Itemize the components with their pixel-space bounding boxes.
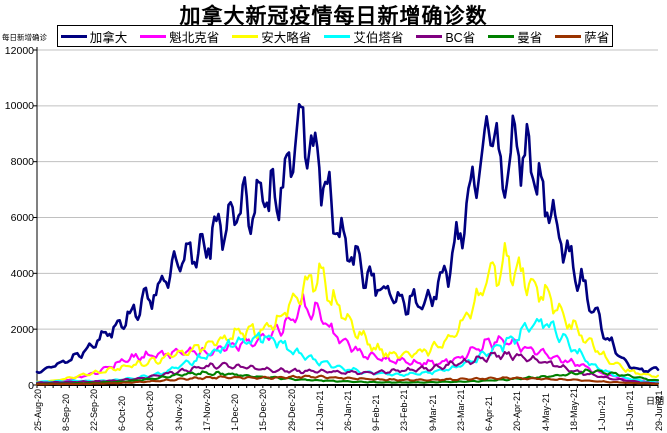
x-tick-label: 22-Sep-20 bbox=[88, 388, 99, 431]
x-tick-label: 18-May-21 bbox=[568, 387, 579, 431]
legend-line-swatch bbox=[488, 34, 515, 38]
x-tick-label: 29-Dec-20 bbox=[286, 388, 297, 431]
y-axis-unit-label: 每日新增确诊 bbox=[2, 33, 47, 42]
x-tick-label: 1-Jun-21 bbox=[597, 395, 608, 431]
y-tick-label: 12000 bbox=[4, 44, 34, 57]
legend-label: 魁北克省 bbox=[169, 30, 220, 45]
legend-line-swatch bbox=[60, 34, 87, 38]
series-line-加拿大 bbox=[35, 103, 660, 375]
x-tick-label: 23-Mar-21 bbox=[455, 389, 466, 431]
legend-item: 艾伯塔省 bbox=[324, 27, 403, 46]
series-line-BC省 bbox=[35, 350, 660, 385]
legend-box: 加拿大 魁北克省 安大略省 艾伯塔省 BC省 曼省 萨省 bbox=[57, 25, 613, 47]
legend-item: 曼省 bbox=[488, 27, 542, 46]
y-tick-label: 8000 bbox=[10, 156, 34, 169]
chart-title: 加拿大新冠疫情每日新增确诊数 bbox=[179, 5, 488, 28]
legend-item: 魁北克省 bbox=[140, 27, 219, 46]
x-tick-label: 26-Jan-21 bbox=[343, 390, 353, 431]
x-tick-label: 25-Aug-20 bbox=[32, 388, 43, 431]
legend-label: 曼省 bbox=[517, 30, 543, 45]
x-axis-title: 日期 bbox=[646, 396, 665, 406]
series-line-艾伯塔省 bbox=[35, 317, 660, 384]
series-line-曼省 bbox=[35, 368, 660, 385]
series-line-萨省 bbox=[35, 374, 660, 386]
legend-label: 萨省 bbox=[584, 30, 610, 45]
legend-label: 加拿大 bbox=[89, 30, 128, 45]
y-tick-label: 2000 bbox=[10, 323, 34, 336]
legend-label: 艾伯塔省 bbox=[353, 30, 404, 45]
legend-label: BC省 bbox=[445, 30, 476, 45]
legend-label: 安大略省 bbox=[261, 30, 312, 45]
series-line-安大略省 bbox=[35, 241, 660, 383]
x-tick-label: 20-Apr-21 bbox=[512, 390, 523, 431]
x-tick-label: 15-Jun-21 bbox=[625, 390, 636, 431]
x-tick-label: 15-Dec-20 bbox=[258, 388, 269, 431]
legend-line-swatch bbox=[324, 34, 351, 38]
x-tick-label: 9-Mar-21 bbox=[427, 394, 438, 431]
legend-item: BC省 bbox=[416, 27, 475, 46]
legend-item: 安大略省 bbox=[232, 27, 311, 46]
y-tick-label: 6000 bbox=[10, 212, 34, 224]
x-tick-label: 9-Feb-21 bbox=[371, 394, 382, 431]
x-tick-label: 3-Nov-20 bbox=[173, 393, 184, 431]
legend-line-swatch bbox=[416, 34, 443, 38]
legend-item: 加拿大 bbox=[60, 27, 128, 46]
x-tick-label: 6-Oct-20 bbox=[117, 395, 128, 431]
legend-line-swatch bbox=[232, 34, 259, 38]
legend-line-swatch bbox=[555, 34, 582, 38]
legend-line-swatch bbox=[140, 34, 167, 38]
y-tick-label: 4000 bbox=[10, 267, 34, 280]
legend-item: 萨省 bbox=[555, 27, 609, 46]
x-tick-label: 20-Oct-20 bbox=[145, 390, 156, 431]
series-line-魁北克省 bbox=[35, 293, 660, 384]
x-tick-label: 4-May-21 bbox=[540, 392, 551, 431]
x-tick-label: 8-Sep-20 bbox=[60, 393, 71, 431]
x-tick-label: 23-Feb-21 bbox=[399, 389, 410, 431]
x-tick-label: 12-Jan-21 bbox=[314, 390, 325, 431]
x-tick-label: 17-Nov-20 bbox=[201, 388, 212, 431]
x-tick-label: 6-Apr-21 bbox=[484, 395, 495, 431]
y-tick-label: 0 bbox=[28, 379, 34, 392]
x-tick-label: 1-Dec-20 bbox=[230, 393, 241, 431]
y-tick-label: 10000 bbox=[4, 100, 34, 113]
